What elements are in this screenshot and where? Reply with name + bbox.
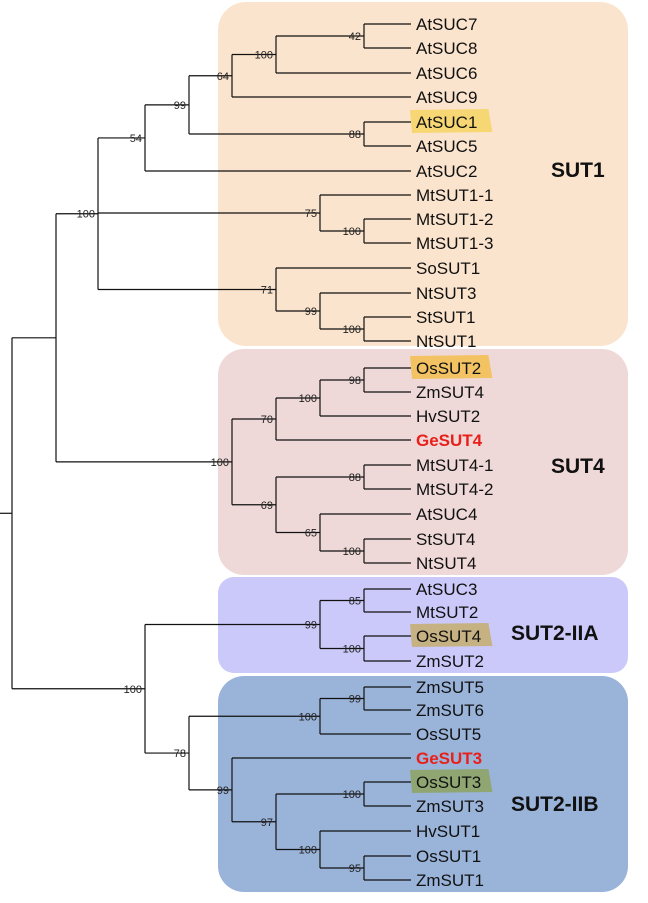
highlight-ossut2 [410, 355, 493, 379]
bootstrap-nHv2: 100 [299, 393, 317, 405]
leaf-label-atsuc5: AtSUC5 [416, 137, 477, 156]
bootstrap-nHv1: 100 [299, 845, 317, 857]
bootstrap-nAt3Mt2: 85 [349, 596, 361, 608]
bootstrap-nMt23: 100 [343, 226, 361, 238]
leaf-label-atsuc2: AtSUC2 [416, 162, 477, 181]
bootstrap-nStNt: 100 [343, 324, 361, 336]
bootstrap-labels: 100 54 99 64 100 42 88 75 100 71 99 100 100 70 100 98 69… [77, 31, 361, 875]
leaf-label-mtsut1-2: MtSUT1-2 [416, 210, 493, 229]
bootstrap-nOs4Zm2: 100 [343, 644, 361, 656]
bootstrap-nSUT1: 100 [77, 209, 95, 221]
leaf-label-hvsut2: HvSUT2 [416, 407, 480, 426]
leaf-label-ossut5: OsSUT5 [416, 725, 481, 744]
leaf-label-zmsut2: ZmSUT2 [416, 652, 484, 671]
bootstrap-nMt4: 88 [349, 472, 361, 484]
leaf-label-mtsut1-3: MtSUT1-3 [416, 234, 493, 253]
leaf-labels: AtSUC7 AtSUC8 AtSUC6 AtSUC9 AtSUC1 AtSUC5 AtSU… [416, 15, 493, 890]
leaf-highlights [410, 109, 493, 793]
bootstrap-nMt1: 75 [305, 208, 317, 220]
clade-label-sut4: SUT4 [551, 455, 605, 478]
bootstrap-n7_8: 42 [349, 31, 361, 43]
bootstrap-nSo: 71 [261, 285, 273, 297]
leaf-label-ntsut1: NtSUT1 [416, 332, 476, 351]
bootstrap-nOsZmHv: 97 [261, 817, 273, 829]
leaf-label-ossut4: OsSUT4 [416, 627, 481, 646]
bootstrap-n9: 64 [217, 71, 229, 83]
bootstrap-nSUT1a: 54 [130, 133, 142, 145]
leaf-label-ossut1: OsSUT1 [416, 847, 481, 866]
leaf-label-atsuc9: AtSUC9 [416, 88, 477, 107]
leaf-label-zmsut3: ZmSUT3 [416, 797, 484, 816]
clade-label-sut2iib: SUT2-IIB [511, 793, 599, 816]
bootstrap-nSUT2: 100 [124, 684, 142, 696]
leaf-label-gesut4: GeSUT4 [416, 431, 483, 450]
leaf-label-atsuc7: AtSUC7 [416, 15, 477, 34]
bootstrap-nGe3: 99 [217, 785, 229, 797]
tree-branches [0, 23, 411, 881]
bootstrap-nOs2Zm4: 98 [349, 375, 361, 387]
clade-labels: SUT1 SUT4 SUT2-IIA SUT2-IIB [511, 159, 605, 816]
bootstrap-nOs1Zm1: 95 [349, 863, 361, 875]
leaf-label-zmsut5: ZmSUT5 [416, 678, 484, 697]
bootstrap-nIIA: 99 [305, 620, 317, 632]
highlight-ossut3 [410, 769, 493, 793]
highlight-ossut4 [410, 623, 493, 647]
leaf-label-atsuc8: AtSUC8 [416, 39, 477, 58]
leaf-label-ossut2: OsSUT2 [416, 359, 481, 378]
leaf-label-hvsut1: HvSUT1 [416, 822, 480, 841]
leaf-label-sosut1: SoSUT1 [416, 259, 480, 278]
leaf-label-atsuc3: AtSUC3 [416, 580, 477, 599]
bootstrap-nZm56: 99 [349, 694, 361, 706]
leaf-label-ossut3: OsSUT3 [416, 773, 481, 792]
bootstrap-n6: 100 [255, 50, 273, 62]
leaf-label-zmsut4: ZmSUT4 [416, 383, 484, 402]
bootstrap-nAt4: 65 [305, 528, 317, 540]
leaf-label-ntsut4: NtSUT4 [416, 554, 476, 573]
leaf-label-stsut1: StSUT1 [416, 308, 476, 327]
bootstrap-nStNt4: 100 [343, 546, 361, 558]
bootstrap-nIIBcore: 78 [174, 748, 186, 760]
leaf-label-atsuc1: AtSUC1 [416, 113, 477, 132]
bootstrap-nMtAt4: 69 [261, 500, 273, 512]
leaf-label-mtsut4-2: MtSUT4-2 [416, 480, 493, 499]
leaf-label-zmsut6: ZmSUT6 [416, 701, 484, 720]
bootstrap-nA2: 99 [174, 100, 186, 112]
leaf-label-gesut3: GeSUT3 [416, 749, 482, 768]
leaf-label-mtsut4-1: MtSUT4-1 [416, 456, 493, 475]
bootstrap-nOs3Zm3: 100 [343, 789, 361, 801]
clade-label-sut2iia: SUT2-IIA [511, 622, 599, 645]
clade-box-sut1 [218, 2, 628, 346]
leaf-label-atsuc4: AtSUC4 [416, 505, 477, 524]
bootstrap-nOs5: 100 [299, 711, 317, 723]
leaf-label-atsuc6: AtSUC6 [416, 64, 477, 83]
bootstrap-nGe4: 70 [261, 414, 273, 426]
bootstrap-nNt3: 99 [305, 306, 317, 318]
bootstrap-n1_5: 88 [349, 129, 361, 141]
leaf-label-stsut4: StSUT4 [416, 530, 476, 549]
highlight-atsuc1 [410, 109, 493, 133]
clade-label-sut1: SUT1 [551, 159, 605, 182]
leaf-label-ntsut3: NtSUT3 [416, 284, 476, 303]
bootstrap-nSUT4: 100 [211, 457, 229, 469]
leaf-label-mtsut1-1: MtSUT1-1 [416, 186, 493, 205]
leaf-label-mtsut2: MtSUT2 [416, 603, 478, 622]
leaf-label-zmsut1: ZmSUT1 [416, 871, 484, 890]
